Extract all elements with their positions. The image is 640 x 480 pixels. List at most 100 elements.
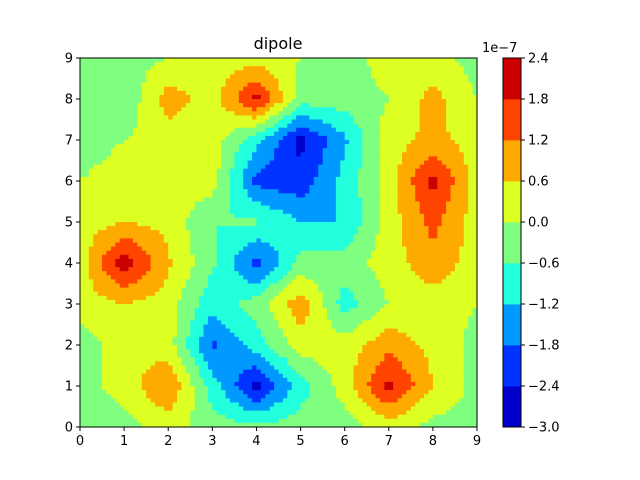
contour-cell: [185, 336, 200, 342]
contour-cell: [252, 152, 275, 157]
contour-cell: [419, 422, 478, 428]
contour-cell: [88, 275, 112, 280]
contour-cell: [190, 373, 200, 379]
contour-cell: [243, 246, 275, 252]
contour-cell: [300, 250, 372, 256]
contour-cell: [207, 394, 227, 399]
contour-cell: [402, 156, 430, 162]
contour-cell: [119, 238, 134, 244]
contour-cell: [419, 111, 447, 116]
contour-cell: [296, 275, 306, 280]
y-tick-label: 3: [65, 298, 73, 313]
contour-cell: [177, 398, 196, 403]
contour-cell: [300, 402, 346, 408]
contour-cell: [132, 127, 235, 133]
contour-cell: [397, 164, 421, 170]
contour-cell: [463, 345, 478, 350]
contour-cell: [163, 238, 191, 244]
contour-cell: [278, 140, 297, 145]
contour-cell: [159, 287, 183, 293]
contour-cell: [137, 107, 165, 112]
contour-cell: [163, 283, 187, 289]
contour-cell: [141, 386, 183, 391]
contour-cell: [212, 340, 218, 346]
contour-cell: [137, 103, 160, 108]
contour-cell: [291, 213, 337, 219]
contour-cell: [450, 172, 469, 178]
contour-cell: [375, 82, 474, 88]
contour-cell: [379, 201, 399, 207]
contour-cell: [190, 414, 227, 420]
contour-cell: [102, 386, 143, 391]
contour-cell: [282, 107, 297, 112]
contour-cell: [260, 263, 280, 268]
contour-cell: [177, 320, 191, 326]
contour-cell: [256, 144, 280, 149]
contour-cell: [406, 258, 460, 264]
contour-cell: [137, 222, 187, 227]
colorbar-offset-label: 1e−7: [482, 41, 517, 56]
contour-cell: [234, 332, 262, 338]
contour-cell: [216, 316, 253, 321]
contour-cell: [318, 361, 359, 367]
contour-cell: [221, 140, 244, 145]
contour-cell: [371, 390, 408, 395]
contour-cell: [80, 164, 94, 170]
contour-cell: [291, 381, 310, 387]
contour-cell: [278, 353, 302, 358]
contour-cell: [221, 103, 244, 108]
contour-cell: [80, 263, 90, 268]
contour-cell: [207, 386, 222, 391]
contour-cell: [450, 135, 478, 141]
x-tick-label: 6: [341, 434, 349, 449]
contour-cell: [428, 390, 465, 395]
contour-cell: [402, 226, 430, 231]
contour-cell: [256, 148, 275, 153]
contour-cell: [335, 127, 363, 133]
contour-cell: [221, 152, 235, 157]
contour-cell: [287, 390, 310, 395]
contour-cell: [274, 103, 288, 108]
contour-cell: [190, 381, 205, 387]
contour-cell: [357, 123, 381, 129]
contour-cell: [410, 373, 434, 379]
contour-cell: [379, 131, 416, 137]
contour-cell: [216, 250, 240, 256]
contour-cell: [313, 181, 337, 186]
contour-cell: [216, 254, 235, 260]
contour-cell: [309, 299, 324, 305]
contour-cell: [463, 357, 478, 362]
contour-cell: [194, 394, 209, 399]
contour-cell: [278, 111, 293, 116]
contour-cell: [80, 127, 134, 133]
contour-cell: [446, 119, 478, 125]
contour-cell: [124, 406, 165, 412]
contour-cell: [287, 357, 315, 362]
contour-cell: [243, 185, 262, 190]
contour-cell: [349, 242, 377, 248]
contour-cell: [238, 90, 271, 96]
contour-cell: [194, 258, 218, 264]
contour-cell: [415, 193, 452, 198]
contour-cell: [177, 345, 187, 350]
contour-cell: [265, 275, 284, 280]
contour-cell: [402, 217, 425, 223]
contour-cell: [243, 340, 266, 346]
contour-cell: [340, 304, 359, 309]
contour-cell: [446, 115, 478, 121]
contour-cell: [362, 213, 381, 219]
contour-cell: [432, 381, 465, 387]
contour-cell: [172, 402, 196, 408]
contour-cell: [432, 377, 465, 383]
contour-cell: [274, 312, 293, 317]
contour-cell: [410, 267, 456, 272]
contour-cell: [88, 271, 108, 276]
colorbar-tick-label: 0.6: [528, 175, 549, 190]
contour-cell: [128, 283, 165, 289]
contour-cell: [243, 172, 258, 178]
contour-cell: [287, 361, 319, 367]
contour-cell: [269, 283, 288, 289]
contour-cell: [402, 365, 430, 371]
contour-cell: [463, 234, 478, 239]
contour-cell: [80, 82, 143, 88]
